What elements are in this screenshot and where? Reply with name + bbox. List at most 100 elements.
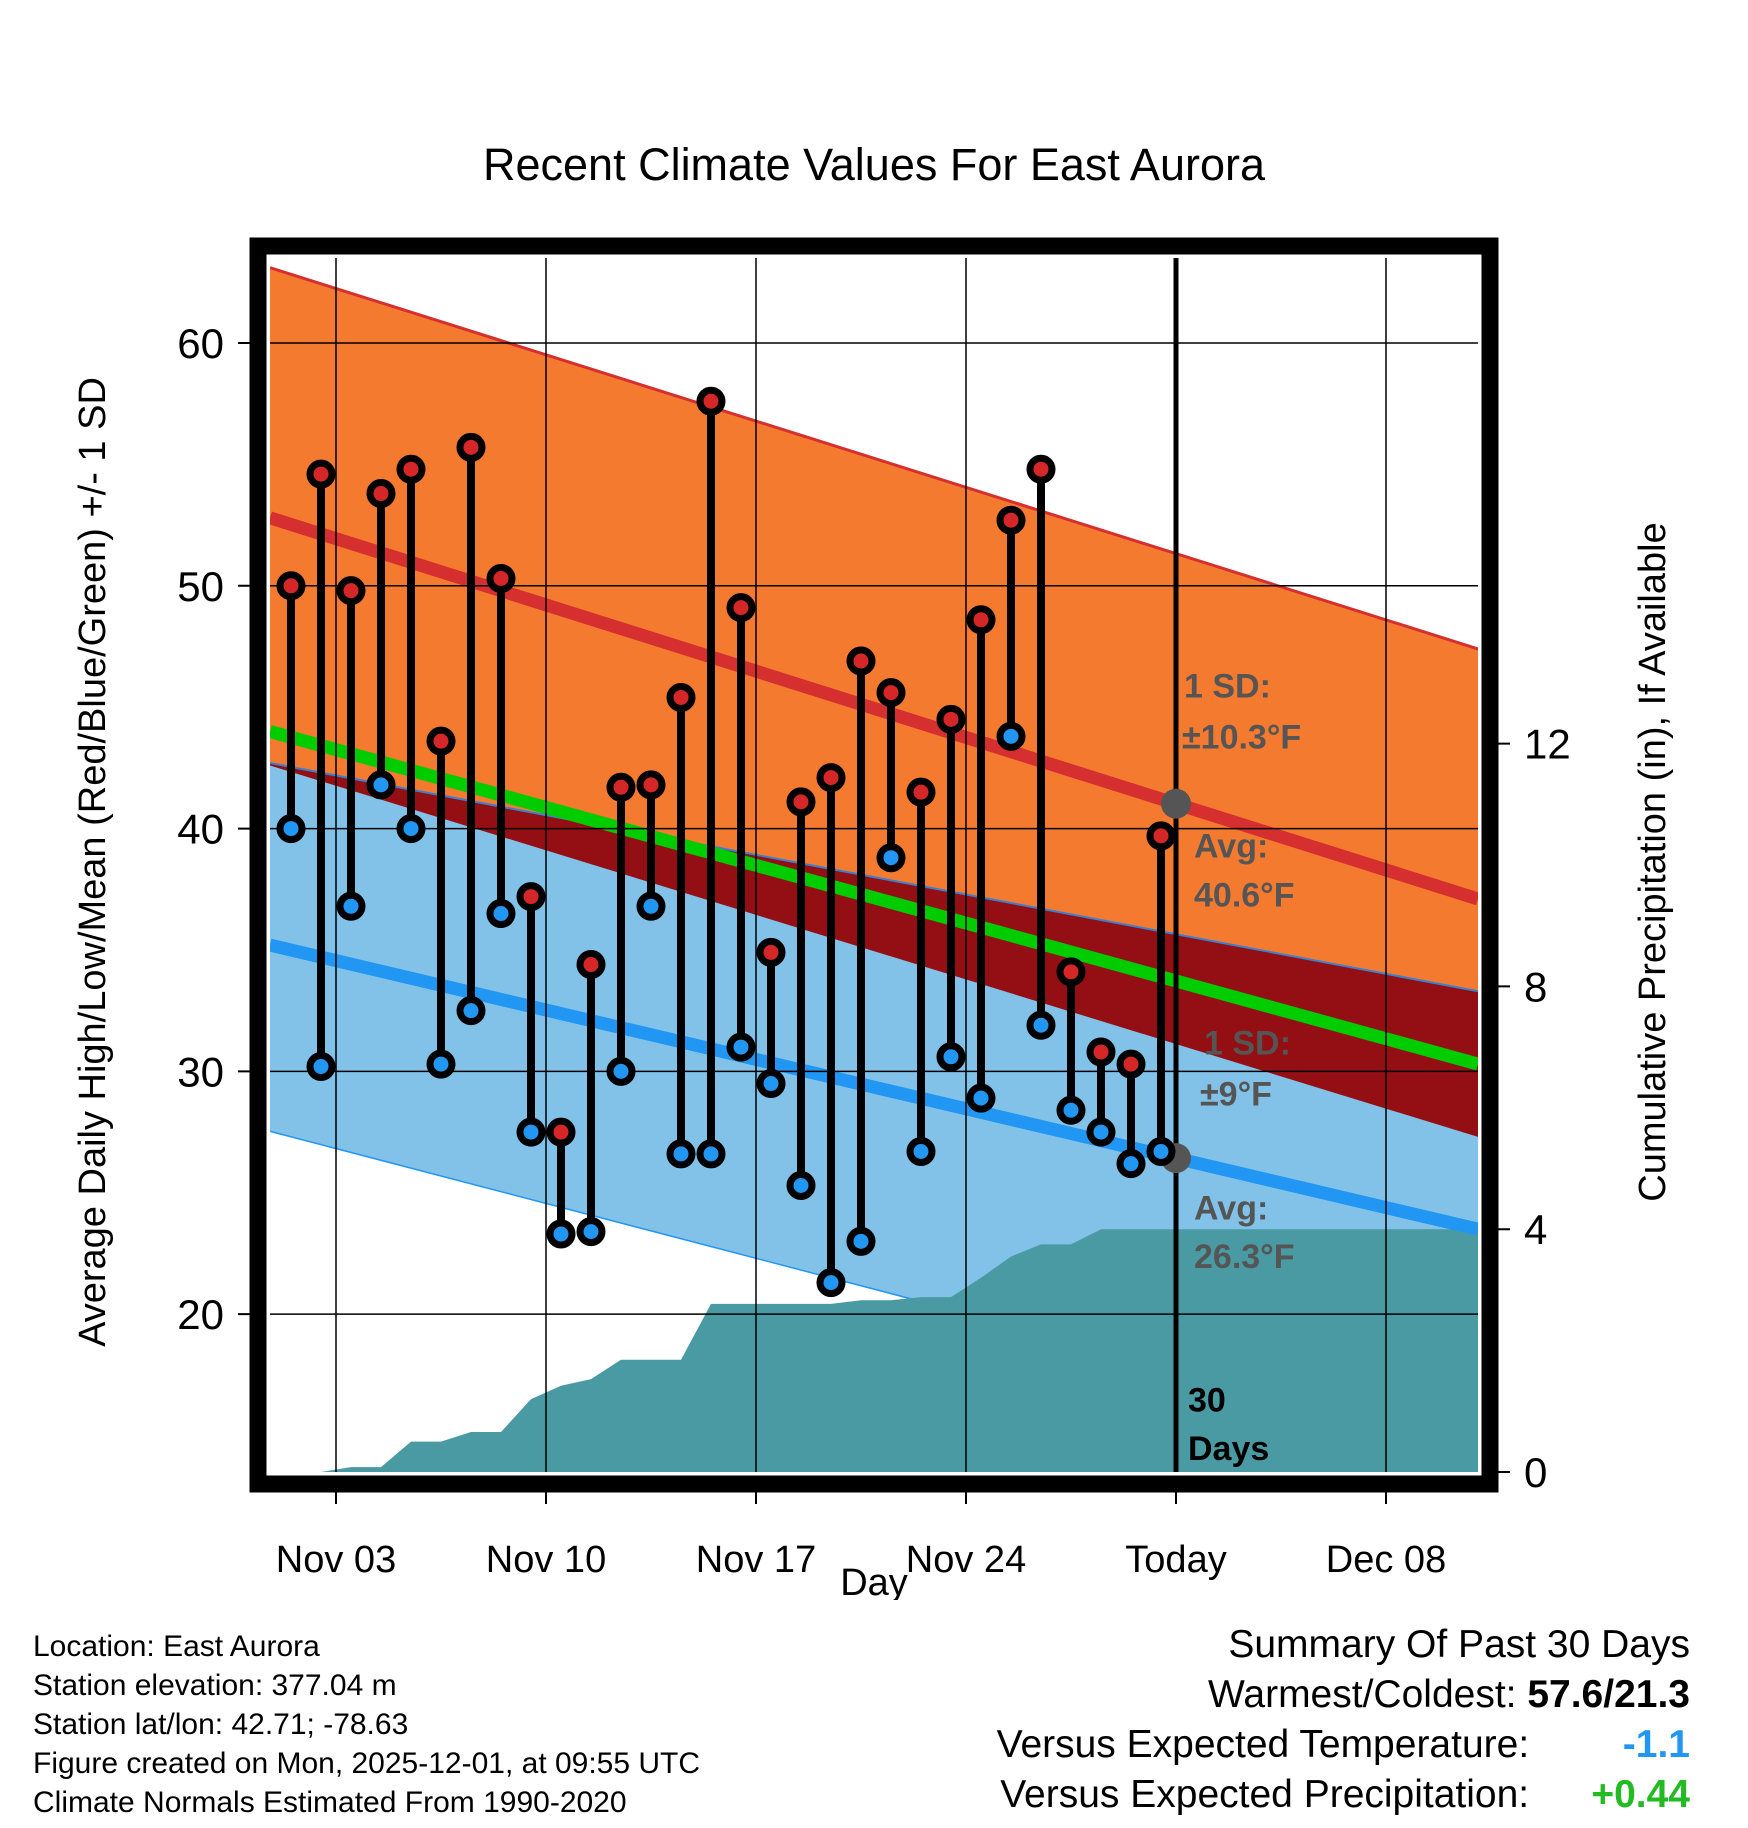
high-sd-label: 1 SD: (1184, 667, 1271, 705)
x-tick-label: Nov 03 (276, 1539, 396, 1581)
y-tick-label: 20 (177, 1291, 224, 1338)
daily-high-marker (906, 777, 936, 807)
daily-high-marker (966, 605, 996, 635)
daily-high-marker (696, 386, 726, 416)
precip-value: +0.44 (1591, 1773, 1690, 1816)
daily-low-marker (576, 1217, 606, 1247)
daily-high-marker (276, 571, 306, 601)
daily-high-marker (366, 479, 396, 509)
high-sd-value: ±10.3°F (1182, 718, 1301, 756)
daily-low-marker (1026, 1010, 1056, 1040)
summary-precip-row: Versus Expected Precipitation: +0.44 (997, 1770, 1690, 1820)
daily-low-marker (876, 843, 906, 873)
y-tick-label: 40 (177, 806, 224, 853)
y2-tick-label: 12 (1524, 721, 1571, 768)
daily-low-marker (1116, 1149, 1146, 1179)
axes: 20 30 40 50 60 0 4 8 12 Nov 03 Nov 10 Nov 17 Nov 24 T… (177, 237, 1571, 1581)
today-high-avg-marker (1161, 788, 1191, 819)
plot-frame (249, 237, 1499, 1493)
warmest-value: 57.6/21.3 (1527, 1673, 1690, 1716)
daily-high-marker (1146, 821, 1176, 851)
daily-low-marker (366, 770, 396, 800)
y-tick-label: 30 (177, 1048, 224, 1095)
high-avg-value: 40.6°F (1194, 876, 1295, 914)
y-axis-label: Average Daily High/Low/Mean (Red/Blue/Gr… (72, 377, 114, 1347)
low-avg-label: Avg: (1194, 1189, 1268, 1227)
plot-area: 1 SD: ±10.3°F Avg: 40.6°F 1 SD: ±9°F Avg: 26.3°… (270, 258, 1478, 1472)
daily-high-marker (1116, 1049, 1146, 1079)
daily-high-marker (426, 726, 456, 756)
high-avg-label: Avg: (1194, 828, 1268, 866)
temp-value: -1.1 (1622, 1723, 1690, 1766)
summary-temp-row: Versus Expected Temperature: -1.1 (997, 1720, 1690, 1770)
precip-label: Versus Expected Precipitation: (1000, 1773, 1530, 1816)
x-tick-label: Dec 08 (1326, 1539, 1446, 1581)
daily-high-marker (996, 505, 1026, 535)
daily-high-marker (1056, 957, 1086, 987)
daily-low-marker (936, 1042, 966, 1072)
daily-high-marker (456, 432, 486, 462)
y2-tick-label: 0 (1524, 1449, 1547, 1496)
y2-tick-label: 4 (1524, 1206, 1547, 1253)
daily-low-marker (846, 1226, 876, 1256)
daily-high-marker (936, 704, 966, 734)
daily-low-marker (786, 1170, 816, 1200)
daily-low-marker (1146, 1137, 1176, 1167)
daily-low-marker (726, 1032, 756, 1062)
daily-high-marker (486, 563, 516, 593)
summary-warmest-row: Warmest/Coldest: 57.6/21.3 (997, 1670, 1690, 1720)
x-tick-label: Today (1125, 1539, 1226, 1581)
low-avg-value: 26.3°F (1194, 1238, 1295, 1276)
daily-low-marker (906, 1137, 936, 1167)
daily-high-marker (756, 937, 786, 967)
climate-chart: Recent Climate Values For East Aurora 1 … (72, 139, 1674, 1600)
daily-low-marker (396, 814, 426, 844)
daily-low-marker (456, 996, 486, 1026)
low-sd-label: 1 SD: (1204, 1024, 1291, 1062)
summary-heading: Summary Of Past 30 Days (1228, 1623, 1690, 1666)
daily-low-marker (306, 1052, 336, 1082)
warmest-label: Warmest/Coldest: (1208, 1673, 1517, 1716)
daily-low-marker (426, 1049, 456, 1079)
daily-high-marker (576, 950, 606, 980)
daily-low-marker (816, 1268, 846, 1298)
created-text: Figure created on Mon, 2025-12-01, at 09… (33, 1747, 701, 1780)
window-number: 30 (1188, 1381, 1226, 1419)
daily-low-marker (636, 891, 666, 921)
daily-high-marker (1026, 454, 1056, 484)
station-info: Location: East Aurora Station elevation:… (33, 1627, 700, 1822)
x-tick-label: Nov 17 (696, 1539, 816, 1581)
daily-low-marker (1086, 1117, 1116, 1147)
y-tick-label: 60 (177, 320, 224, 367)
temp-label: Versus Expected Temperature: (996, 1723, 1530, 1766)
daily-high-marker (846, 646, 876, 676)
daily-low-marker (666, 1139, 696, 1169)
daily-high-marker (636, 770, 666, 800)
daily-low-marker (486, 899, 516, 929)
daily-low-marker (276, 814, 306, 844)
daily-high-marker (306, 459, 336, 489)
y2-tick-label: 8 (1524, 963, 1547, 1010)
plot-clipped: 1 SD: ±10.3°F Avg: 40.6°F 1 SD: ±9°F Avg: 26.3°… (270, 258, 1478, 1472)
window-unit: Days (1188, 1430, 1269, 1468)
daily-high-marker (336, 576, 366, 606)
y-tick-label: 50 (177, 563, 224, 610)
normals-text: Climate Normals Estimated From 1990-2020 (33, 1786, 627, 1819)
daily-high-marker (546, 1117, 576, 1147)
x-tick-label: Nov 24 (906, 1539, 1026, 1581)
daily-low-marker (696, 1139, 726, 1169)
daily-high-marker (726, 593, 756, 623)
elevation-text: Station elevation: 377.04 m (33, 1669, 397, 1702)
x-tick-label: Nov 10 (486, 1539, 606, 1581)
summary-panel: Summary Of Past 30 Days Warmest/Coldest:… (997, 1620, 1690, 1820)
x-axis-label: Day (840, 1562, 908, 1600)
daily-high-marker (606, 772, 636, 802)
daily-low-marker (1056, 1095, 1086, 1125)
daily-low-marker (756, 1069, 786, 1099)
daily-high-marker (1086, 1037, 1116, 1067)
daily-high-marker (516, 882, 546, 912)
daily-low-marker (516, 1117, 546, 1147)
daily-high-marker (816, 763, 846, 793)
daily-high-marker (666, 682, 696, 712)
low-sd-value: ±9°F (1200, 1075, 1272, 1113)
